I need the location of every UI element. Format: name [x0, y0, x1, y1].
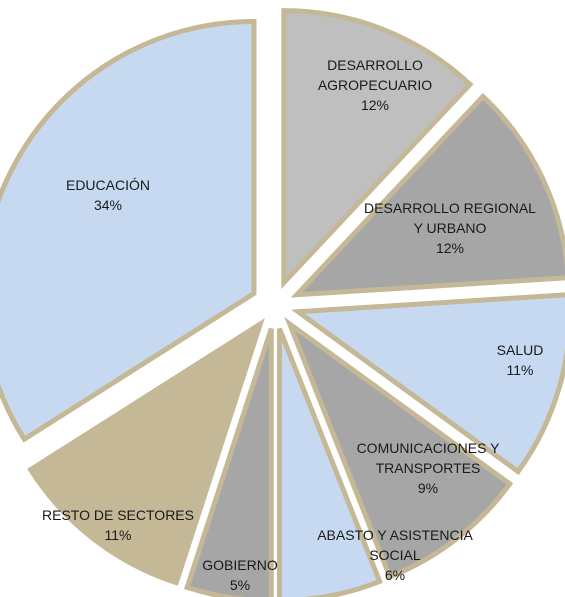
pie-slice	[290, 92, 565, 298]
category-label: GOBIERNO	[202, 557, 278, 573]
value-label: 11%	[506, 362, 534, 378]
category-label: RESTO DE SECTORES	[42, 507, 194, 523]
category-label: EDUCACIÓN	[65, 177, 150, 193]
category-label: DESARROLLO REGIONAL Y URBANO	[364, 200, 536, 236]
pie-slice	[284, 316, 514, 581]
slice-label: GOBIERNO 5%	[190, 555, 290, 595]
slice-label: DESARROLLO AGROPECUARIO 12%	[300, 55, 450, 115]
slice-label: DESARROLLO REGIONAL Y URBANO 12%	[360, 198, 540, 258]
value-label: 12%	[360, 97, 390, 113]
pie-slice	[276, 327, 383, 597]
pie-slice	[184, 327, 274, 597]
slice-label: EDUCACIÓN 34%	[48, 175, 168, 215]
value-label: 5%	[229, 577, 251, 593]
slice-label: COMUNICACIONES Y TRANSPORTES 9%	[333, 438, 523, 498]
category-label: ABASTO Y ASISTENCIA SOCIAL	[317, 527, 473, 563]
slice-label: SALUD 11%	[480, 340, 560, 380]
value-label: 11%	[104, 527, 132, 543]
pie-slice	[0, 18, 257, 443]
slice-label: RESTO DE SECTORES 11%	[28, 505, 208, 545]
category-label: DESARROLLO AGROPECUARIO	[317, 57, 433, 93]
pie-slice	[281, 8, 474, 289]
pie-slice	[27, 318, 265, 586]
pie-slice	[290, 292, 565, 476]
value-label: 34%	[93, 197, 123, 213]
slice-label: ABASTO Y ASISTENCIA SOCIAL 6%	[295, 525, 495, 585]
category-label: SALUD	[496, 342, 544, 358]
category-label: COMUNICACIONES Y TRANSPORTES	[356, 440, 500, 476]
value-label: 6%	[384, 567, 406, 583]
value-label: 12%	[435, 240, 465, 256]
value-label: 9%	[417, 480, 439, 496]
